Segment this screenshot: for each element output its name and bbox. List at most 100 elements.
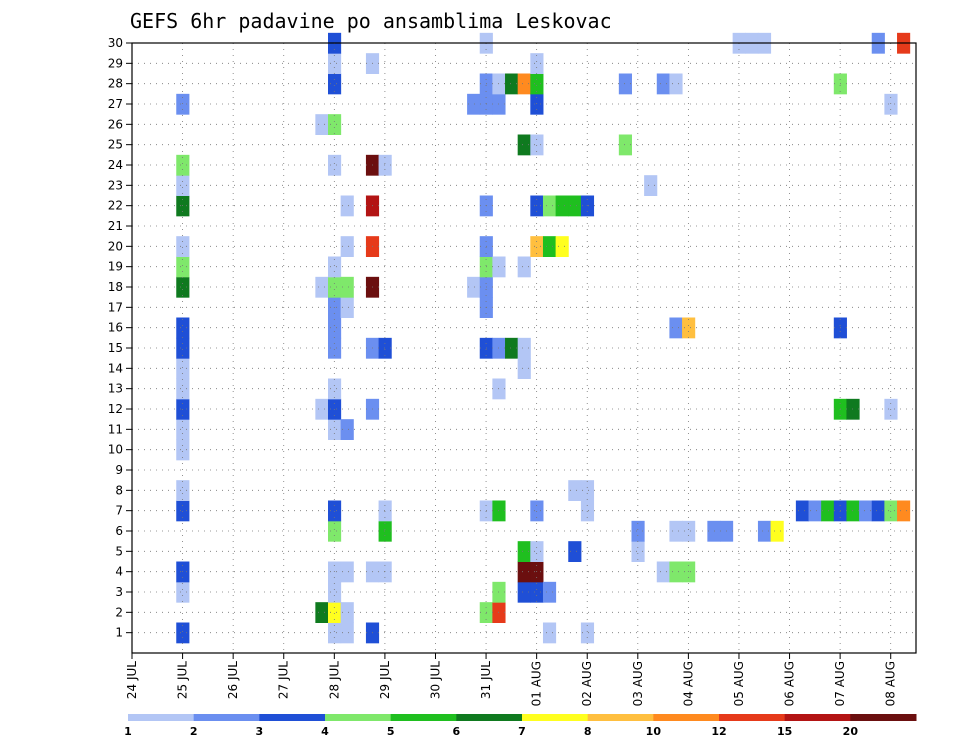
y-tick-label: 18: [108, 280, 123, 294]
heatmap-cell: [517, 337, 531, 359]
heatmap-cell: [568, 541, 582, 562]
heatmap-cell: [378, 337, 392, 359]
y-tick-label: 7: [115, 504, 123, 518]
y-tick-label: 1: [115, 626, 123, 640]
colorbar-swatch: [587, 714, 654, 721]
heatmap-cell: [340, 602, 354, 623]
colorbar-swatch: [784, 714, 851, 721]
heatmap-cell: [542, 236, 557, 257]
y-tick-label: 21: [108, 219, 123, 233]
colorbar-tick-label: 7: [518, 725, 526, 738]
heatmap-cell: [328, 337, 342, 359]
heatmap-cell: [542, 195, 557, 217]
y-tick-label: 2: [115, 605, 123, 619]
heatmap-cell: [328, 520, 342, 542]
y-tick-label: 11: [108, 422, 123, 436]
heatmap-cell: [530, 53, 544, 74]
heatmap-cell: [517, 256, 531, 278]
heatmap-cell: [340, 561, 354, 583]
heatmap-cell: [682, 317, 696, 339]
heatmap-cell: [644, 175, 658, 196]
heatmap-cell: [176, 175, 190, 196]
heatmap-cell: [530, 93, 544, 115]
colorbar-tick-label: 4: [321, 725, 329, 738]
colorbar-swatch: [325, 714, 392, 721]
y-tick-label: 12: [108, 402, 123, 416]
heatmap-cell: [467, 93, 481, 115]
heatmap-cell: [378, 154, 392, 176]
heatmap-cell: [618, 73, 632, 95]
heatmap-cell: [176, 276, 190, 298]
heatmap-cell: [340, 276, 354, 298]
heatmap-cell: [176, 93, 190, 115]
heatmap-cell: [328, 602, 342, 623]
heatmap-cell: [340, 419, 354, 440]
colorbar-tick-label: 6: [453, 725, 461, 738]
heatmap-cell: [176, 256, 190, 278]
heatmap-cell: [315, 114, 329, 135]
y-tick-label: 5: [115, 544, 123, 558]
colorbar-legend: 1 2 3 4 5 6 7 8 10 12 15 20: [124, 714, 917, 738]
colorbar-tick-label: 5: [387, 725, 395, 738]
heatmap-cell: [315, 398, 329, 420]
heatmap-cell: [555, 195, 569, 217]
heatmap-cell: [555, 236, 569, 257]
heatmap-cell: [757, 520, 772, 542]
heatmap-cell: [176, 419, 190, 440]
x-tick-label: 07 AUG: [833, 661, 847, 706]
heatmap-cell: [631, 520, 645, 542]
heatmap-cell: [176, 378, 190, 400]
heatmap-cell: [176, 500, 190, 522]
heatmap-cell: [846, 398, 860, 420]
x-tick-label: 29 JUL: [378, 661, 392, 699]
colorbar-tick-label: 15: [777, 725, 792, 738]
colorbar-swatch: [259, 714, 326, 721]
y-tick-label: 3: [115, 585, 123, 599]
heatmap-cell: [530, 500, 544, 522]
heatmap-cell: [656, 73, 670, 95]
heatmap-cell: [328, 276, 342, 298]
heatmap-cell: [530, 73, 544, 95]
heatmap-cell: [568, 195, 582, 217]
heatmap-cell: [176, 317, 190, 339]
heatmap-cell: [656, 561, 670, 583]
colorbar-swatch: [850, 714, 917, 721]
heatmap-cell: [517, 73, 531, 95]
heatmap-cell: [580, 480, 595, 501]
heatmap-cell: [378, 500, 392, 522]
x-axis-ticks: 24 JUL 25 JUL 26 JUL 27 JUL 28 JUL 29 JUL 30 J…: [125, 653, 898, 706]
heatmap-cells: [176, 32, 911, 644]
heatmap-cell: [176, 337, 190, 359]
heatmap-cell: [328, 581, 342, 603]
heatmap-cell: [530, 236, 544, 257]
heatmap-cell: [517, 358, 531, 379]
heatmap-cell: [530, 541, 544, 562]
colorbar-tick-label: 3: [256, 725, 264, 738]
heatmap-cell: [505, 73, 519, 95]
heatmap-cell: [530, 134, 544, 156]
y-tick-label: 6: [115, 524, 123, 538]
heatmap-cell: [770, 520, 784, 542]
heatmap-cell: [340, 297, 354, 318]
heatmap-cell: [315, 602, 329, 623]
heatmap-cell: [340, 195, 354, 217]
heatmap-cell: [176, 154, 190, 176]
colorbar-tick-label: 1: [124, 725, 132, 738]
heatmap-cell: [897, 500, 911, 522]
heatmap-cell: [669, 317, 683, 339]
y-tick-label: 9: [115, 463, 123, 477]
y-tick-label: 16: [108, 321, 123, 335]
heatmap-cell: [176, 236, 190, 257]
y-tick-label: 19: [108, 260, 123, 274]
colorbar-swatch: [719, 714, 786, 721]
heatmap-cell: [580, 500, 595, 522]
x-tick-label: 25 JUL: [176, 661, 190, 699]
heatmap-cell: [328, 53, 342, 74]
heatmap-cell: [821, 500, 835, 522]
y-tick-label: 17: [108, 300, 123, 314]
heatmap-cell: [328, 317, 342, 339]
x-tick-label: 24 JUL: [125, 661, 139, 699]
heatmap-cell: [808, 500, 822, 522]
y-tick-label: 8: [115, 483, 123, 497]
colorbar-swatch: [128, 714, 195, 721]
